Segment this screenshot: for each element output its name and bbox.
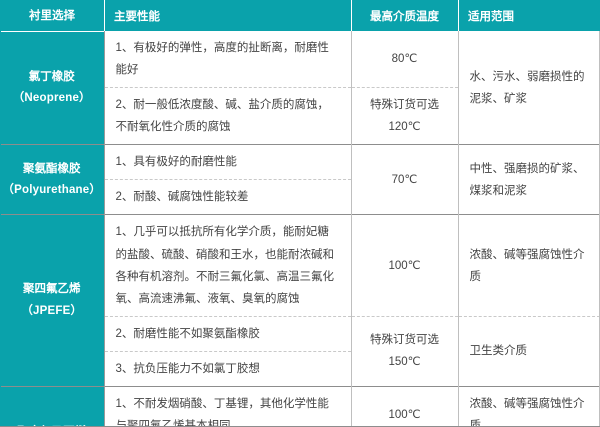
temperature-cell: 特殊订货可选 120℃	[351, 87, 459, 145]
scope-cell: 浓酸、碱等强腐蚀性介质	[458, 385, 600, 427]
table-row: 2、耐酸、碱腐蚀性能较差	[0, 179, 600, 215]
material-name-en: （Polyurethane）	[2, 183, 102, 196]
performance-cell: 1、具有极好的耐磨性能	[104, 144, 352, 180]
performance-cell: 1、不耐发烟硝酸、丁基锂，其他化学性能与聚四氟乙烯基本相同	[104, 385, 352, 427]
performance-cell: 1、几乎可以抵抗所有化学介质，能耐妃糖的盐酸、硫酸、硝酸和王水，也能耐浓碱和各种…	[104, 214, 352, 317]
header-cell-lining-selection: 衬里选择	[0, 0, 104, 31]
material-name-en: （Neoprene）	[12, 91, 91, 104]
table-row: 氯丁橡胶 （Neoprene） 1、有极好的弹性，高度的扯断离，耐磨性能好 80…	[0, 30, 600, 145]
header-cell-main-performance: 主要性能	[104, 0, 351, 31]
table-body: 氯丁橡胶 （Neoprene） 1、有极好的弹性，高度的扯断离，耐磨性能好 80…	[0, 30, 600, 427]
performance-cell: 1、有极好的弹性，高度的扯断离，耐磨性能好	[104, 31, 352, 88]
table-row: 2、耐一般低浓度酸、碱、盐介质的腐蚀，不耐氧化性介质的腐蚀 特殊订货可选 120…	[0, 87, 600, 145]
table-header: 衬里选择 主要性能 最高介质温度 适用范围	[0, 0, 600, 31]
temperature-cell: 80℃	[351, 31, 459, 88]
table-row: 聚四氟乙烯 （JPEFE） 1、几乎可以抵抗所有化学介质，能耐妃糖的盐酸、硫酸、…	[0, 214, 600, 387]
material-name-cn: 聚四氟乙烯	[23, 283, 81, 296]
material-cell-neoprene: 氯丁橡胶 （Neoprene）	[0, 30, 105, 145]
scope-cell: 卫生类介质	[458, 315, 600, 387]
material-cell-polyurethane: 聚氨酯橡胶 （Polyurethane）	[0, 144, 105, 215]
temperature-cell: 特殊订货可选 150℃	[351, 315, 459, 387]
table-row: 2、耐磨性能不如聚氨酯橡胶 特殊订货可选 150℃ 卫生类介质	[0, 315, 600, 387]
material-name-cn: 聚氨酯橡胶	[23, 162, 81, 175]
performance-cell: 2、耐酸、碱腐蚀性能较差	[104, 179, 352, 215]
material-name-en: （JPEFE）	[21, 304, 83, 317]
material-cell-jpefe: 聚四氟乙烯 （JPEFE）	[0, 214, 105, 387]
header-row: 衬里选择 主要性能 最高介质温度 适用范围	[0, 0, 600, 31]
header-cell-max-medium-temperature: 最高介质温度	[351, 0, 458, 31]
temperature-cell: 100℃	[351, 214, 459, 317]
material-name-cn: 氯丁橡胶	[28, 70, 75, 83]
scope-cell: 浓酸、碱等强腐蚀性介质	[458, 214, 600, 317]
performance-cell: 2、耐一般低浓度酸、碱、盐介质的腐蚀，不耐氧化性介质的腐蚀	[104, 87, 352, 145]
header-cell-application-scope: 适用范围	[458, 0, 600, 31]
performance-cell: 2、耐磨性能不如聚氨酯橡胶	[104, 315, 352, 352]
material-cell-f46: 聚全氟乙丙烯 （F46）	[0, 385, 105, 427]
table-row: 聚氨酯橡胶 （Polyurethane） 1、具有极好的耐磨性能 70℃ 中性、…	[0, 144, 600, 215]
temperature-cell: 70℃	[351, 144, 459, 215]
table-row: 3、抗负压能力不如氯丁胶想	[0, 350, 600, 387]
performance-cell: 3、抗负压能力不如氯丁胶想	[104, 350, 352, 387]
scope-cell: 中性、强磨损的矿浆、煤浆和泥浆	[458, 144, 600, 215]
scope-cell: 水、污水、弱磨损性的泥浆、矿浆	[458, 31, 600, 145]
table-left-border	[0, 0, 1, 427]
temperature-cell: 100℃	[351, 385, 459, 427]
table-row: 聚全氟乙丙烯 （F46） 1、不耐发烟硝酸、丁基锂，其他化学性能与聚四氟乙烯基本…	[0, 385, 600, 427]
